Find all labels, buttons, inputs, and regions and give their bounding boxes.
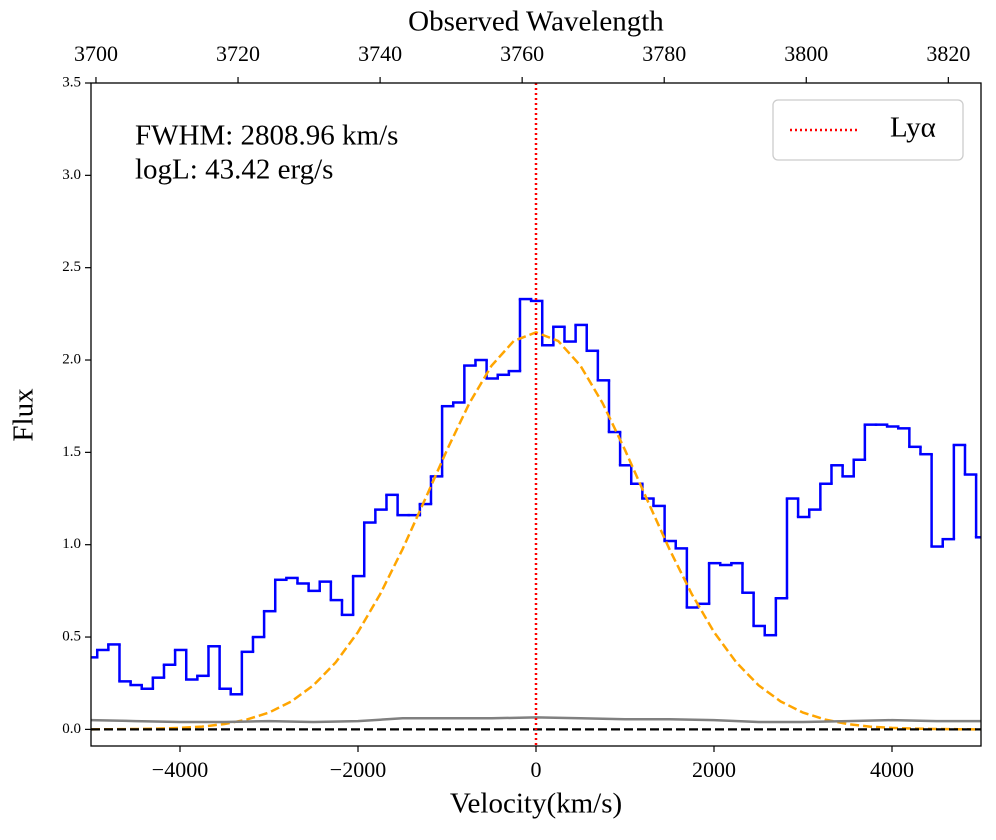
x-axis-label: Velocity(km/s) — [450, 788, 622, 820]
line-series — [91, 716, 981, 724]
x2-tick-label: 3760 — [500, 41, 544, 66]
x2-tick-label: 3800 — [784, 41, 828, 66]
legend-box — [772, 99, 964, 161]
x-tick-label: 4000 — [870, 757, 914, 782]
x2-tick-label: 3720 — [216, 41, 260, 66]
x2-tick-label: 3700 — [74, 41, 118, 66]
annotation: logL: 43.42 erg/s — [135, 154, 333, 186]
y-tick-label: 3.0 — [62, 167, 81, 183]
y-tick-label: 1.5 — [62, 444, 81, 460]
y-tick-label: 1.0 — [62, 536, 81, 552]
y-tick-label: 2.5 — [62, 259, 81, 275]
y-tick-label: 0.5 — [62, 628, 81, 644]
y-tick-label: 3.5 — [62, 74, 81, 90]
x-tick-label: 0 — [531, 757, 542, 782]
x2-tick-label: 3740 — [358, 41, 402, 66]
x2-tick-label: 3820 — [926, 41, 970, 66]
y-tick-label: 2.0 — [62, 351, 81, 367]
x-tick-label: 2000 — [692, 757, 736, 782]
y-axis-label: Flux — [8, 388, 40, 442]
plot-frame — [90, 82, 982, 747]
annotation: FWHM: 2808.96 km/s — [135, 120, 398, 152]
x2-axis-label: Observed Wavelength — [408, 6, 664, 38]
x2-tick-label: 3780 — [642, 41, 686, 66]
y-tick-label: 0.0 — [62, 721, 81, 737]
legend-label: Lyα — [890, 112, 936, 144]
x-tick-label: −2000 — [330, 757, 386, 782]
x-tick-label: −4000 — [152, 757, 208, 782]
plot-area — [91, 83, 981, 746]
